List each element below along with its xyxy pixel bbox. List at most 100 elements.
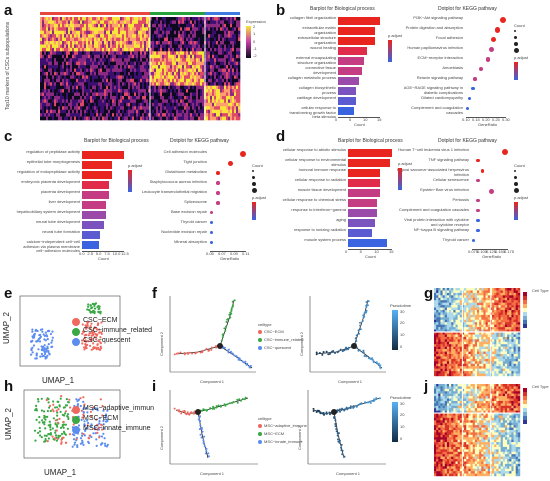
celltype-label: MSC−innate_immune [264, 438, 303, 444]
umap-point [35, 418, 38, 421]
heatmap-cell [474, 439, 478, 443]
heatmap-cell [444, 354, 448, 357]
heatmap-cell [468, 319, 471, 323]
heatmap-cell [474, 307, 478, 311]
heatmap-cell [507, 322, 510, 325]
heatmap-cell [464, 468, 467, 472]
bp-bar [338, 106, 354, 115]
heatmap-cell [492, 417, 495, 421]
umap-point [104, 444, 107, 447]
heatmap-cell [464, 324, 467, 328]
heatmap-cell [440, 454, 443, 457]
heatmap-cell [457, 417, 460, 421]
trajectory-cell [372, 361, 375, 364]
bp-bar [82, 170, 113, 179]
heatmap-cell [455, 420, 458, 423]
heatmap-cell [477, 403, 480, 406]
heatmap-cell [468, 361, 471, 364]
heatmap-cell [479, 420, 482, 423]
heatmap-cell [440, 363, 443, 367]
heatmap-cell [461, 346, 465, 350]
heatmap-cell [517, 473, 521, 477]
heatmap-cell [461, 415, 465, 419]
heatmap-cell [442, 415, 445, 419]
panel-i-pseudotime-title: Pseudotime [390, 395, 412, 400]
heatmap-cell [451, 317, 454, 320]
heatmap-cell [492, 425, 495, 428]
heatmap-cell [434, 456, 437, 460]
heatmap-cell [498, 449, 501, 452]
heatmap-cell [434, 471, 437, 474]
heatmap-cell [434, 288, 437, 291]
heatmap-cell [481, 398, 484, 402]
heatmap-cell [485, 437, 488, 440]
heatmap-cell [498, 432, 501, 436]
heatmap-cell [444, 461, 448, 465]
trajectory-cell [368, 400, 371, 403]
heatmap-cell [479, 430, 482, 433]
heatmap-cell [509, 371, 512, 374]
legend-label: CSC−immune_related [83, 327, 153, 334]
heatmap-cell [444, 363, 448, 367]
umap-point [79, 397, 82, 400]
heatmap-cell [492, 471, 495, 474]
heatmap-cell [513, 341, 516, 345]
heatmap-cell [479, 334, 482, 338]
heatmap-cell [511, 329, 514, 333]
trajectory-cell [363, 312, 366, 315]
panel-f-pseudotime-bar [392, 310, 398, 350]
umap-point [57, 434, 60, 437]
heatmap-cell [483, 290, 486, 294]
heatmap-cell [498, 332, 501, 335]
trajectory-cell [203, 442, 206, 445]
heatmap-cell [485, 295, 488, 298]
trajectory-cell [228, 313, 231, 316]
heatmap-cell [449, 439, 452, 443]
heatmap-cell [517, 324, 521, 328]
heatmap-cell [446, 403, 450, 406]
heatmap-cell [515, 354, 519, 357]
heatmap-cell [434, 386, 437, 390]
heatmap-cell [474, 413, 478, 416]
heatmap-cell [468, 307, 471, 311]
heatmap-cell [466, 388, 469, 392]
heatmap-cell [513, 302, 516, 306]
kegg-x-tick: 0.150 [495, 249, 506, 254]
heatmap-cell [470, 400, 473, 404]
legend-color-step [523, 404, 527, 408]
heatmap-cell [477, 314, 480, 318]
heatmap-cell [483, 473, 486, 477]
trajectory-cell [220, 339, 223, 342]
heatmap-cell [492, 427, 495, 431]
umap-point [34, 328, 38, 331]
heatmap-cell [451, 425, 454, 428]
kegg-term-label: Dilated cardiomyopathy [421, 95, 463, 100]
heatmap-cell [502, 415, 506, 419]
heatmap-cell [479, 398, 482, 402]
umap-point [89, 344, 92, 347]
heatmap-cell [494, 391, 497, 394]
heatmap-cell [515, 346, 519, 350]
umap-point [55, 439, 58, 442]
heatmap-cell [466, 425, 469, 428]
heatmap-cell [504, 314, 508, 318]
trajectory-cell [321, 412, 324, 415]
trajectory-cell [336, 434, 339, 437]
heatmap-cell [468, 468, 471, 472]
heatmap-cell [502, 366, 506, 369]
heatmap-cell [438, 356, 441, 360]
heatmap-cell [436, 415, 439, 419]
bp-bar [338, 16, 380, 25]
heatmap-cell [453, 319, 456, 323]
heatmap-cell [444, 405, 448, 409]
heatmap-cell [483, 459, 486, 462]
heatmap-cell [477, 310, 480, 313]
heatmap-cell [513, 388, 516, 392]
heatmap-cell [459, 384, 463, 387]
trajectory-cell [345, 406, 348, 409]
heatmap-cell [434, 314, 437, 318]
heatmap-cell [517, 432, 521, 436]
heatmap-cell [517, 373, 521, 377]
umap-point [85, 327, 88, 330]
heatmap-cell [434, 439, 437, 443]
